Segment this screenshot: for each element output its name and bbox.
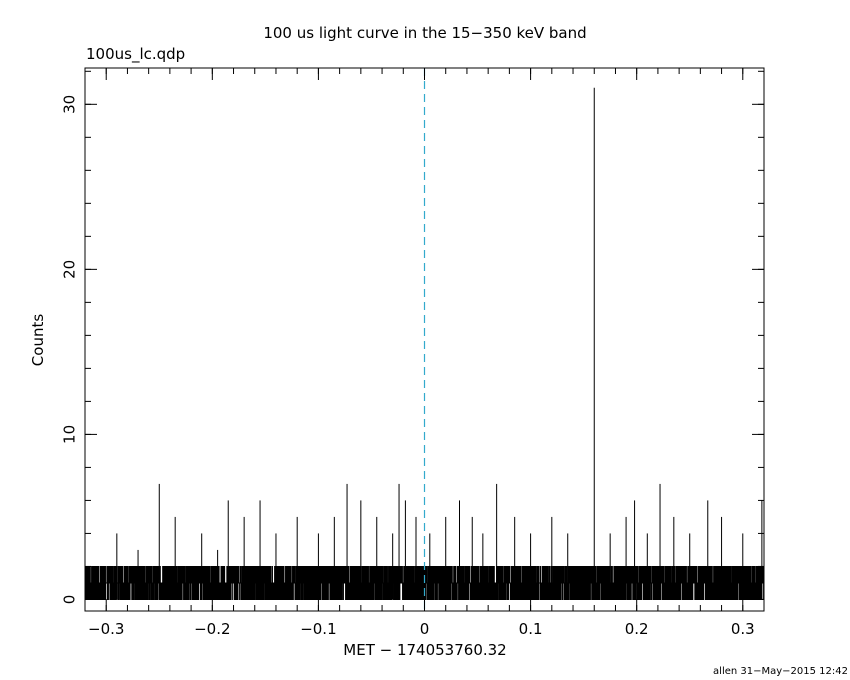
axes-layer: −0.3 −0.2 −0.1 0 0.1 0.2 0.3 0 10 20 30 xyxy=(60,68,765,638)
file-label: 100us_lc.qdp xyxy=(86,45,185,64)
plot-frame xyxy=(84,67,765,612)
footer-stamp: allen 31−May−2015 12:42 xyxy=(713,666,848,677)
y-tick-label: 0 xyxy=(60,595,78,605)
y-axis-label: Counts xyxy=(29,314,47,367)
x-tick-label: 0.1 xyxy=(519,620,543,638)
x-tick-label: 0.3 xyxy=(731,620,755,638)
x-tick-label: 0 xyxy=(420,620,430,638)
y-tick-label: 20 xyxy=(60,260,78,279)
light-curve-baseline xyxy=(84,565,765,600)
chart-title: 100 us light curve in the 15−350 keV ban… xyxy=(263,24,586,42)
x-tick-label: −0.3 xyxy=(88,620,124,638)
x-tick-label: −0.2 xyxy=(194,620,230,638)
y-tick-label: 10 xyxy=(61,425,79,444)
x-tick-label: 0.2 xyxy=(625,620,649,638)
x-axis-label: MET − 174053760.32 xyxy=(343,641,506,659)
data-layer xyxy=(84,87,765,600)
y-tick-label: 30 xyxy=(61,95,79,114)
x-tick-label: −0.1 xyxy=(300,620,336,638)
